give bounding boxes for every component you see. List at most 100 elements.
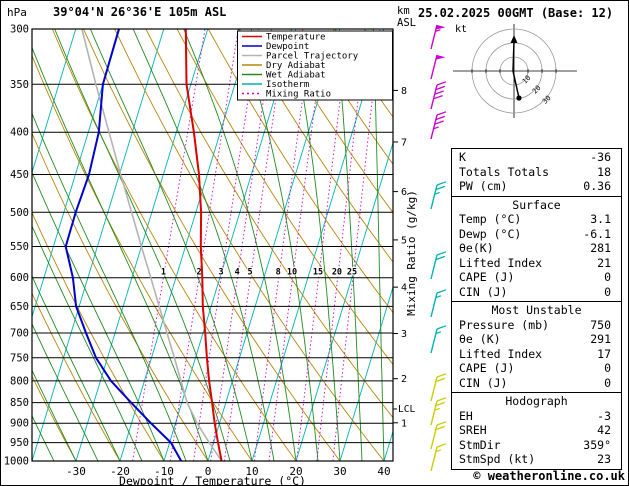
wind-barb bbox=[430, 373, 447, 402]
svg-text:30: 30 bbox=[541, 94, 553, 106]
stat-label: Totals Totals bbox=[459, 164, 550, 179]
dewpoint-line bbox=[64, 29, 183, 461]
svg-text:1: 1 bbox=[161, 268, 166, 278]
svg-text:-20: -20 bbox=[110, 465, 130, 478]
svg-text:8: 8 bbox=[276, 268, 281, 278]
svg-text:8: 8 bbox=[401, 86, 407, 97]
svg-text:650: 650 bbox=[10, 301, 29, 313]
stat-row-pw: PW (cm) 0.36 bbox=[452, 179, 621, 194]
mixing-ratio-labels: 1 2 3 4 5 8 10 15 20 25 bbox=[160, 267, 358, 279]
stat-value: 0 bbox=[604, 284, 611, 299]
stat-value: 3.1 bbox=[590, 212, 611, 226]
stat-row-stmspd: StmSpd (kt) 23 bbox=[452, 452, 621, 467]
svg-text:20: 20 bbox=[332, 268, 342, 278]
svg-text:-30: -30 bbox=[66, 465, 86, 478]
wind-barb bbox=[430, 325, 447, 354]
stat-label: SREH bbox=[459, 423, 487, 437]
stat-row-mu-thetae: θe (K) 291 bbox=[452, 332, 621, 347]
svg-text:400: 400 bbox=[10, 127, 29, 139]
svg-text:550: 550 bbox=[10, 241, 29, 253]
svg-text:1000: 1000 bbox=[4, 456, 29, 468]
hodograph-table: Hodograph EH -3 SREH 42 StmDir 359° StmS… bbox=[451, 392, 622, 470]
svg-text:30: 30 bbox=[333, 465, 346, 478]
stat-value: 359° bbox=[583, 437, 611, 452]
svg-text:LCL: LCL bbox=[398, 404, 415, 415]
indices-table: K -36 Totals Totals 18 PW (cm) 0.36 bbox=[451, 148, 622, 197]
stat-value: 0.36 bbox=[583, 179, 611, 193]
svg-text:6: 6 bbox=[401, 187, 407, 198]
stat-row-mu-li: Lifted Index 17 bbox=[452, 347, 621, 362]
svg-text:Parcel Trajectory: Parcel Trajectory bbox=[266, 52, 359, 62]
svg-text:4: 4 bbox=[401, 283, 407, 294]
mixing-ratio-axis-label: Mixing Ratio (g/kg) bbox=[405, 190, 418, 316]
svg-text:km: km bbox=[397, 5, 410, 17]
svg-text:Dewpoint / Temperature (°C): Dewpoint / Temperature (°C) bbox=[119, 474, 306, 486]
stat-row-totals: Totals Totals 18 bbox=[452, 165, 621, 180]
stat-row-sfc-thetae: θe(K) 281 bbox=[452, 241, 621, 256]
stat-value: 0 bbox=[604, 375, 611, 390]
stat-row-k: K -36 bbox=[452, 150, 621, 165]
parcel-line bbox=[81, 29, 223, 461]
stat-row-eh: EH -3 bbox=[452, 409, 621, 424]
svg-text:20: 20 bbox=[531, 84, 543, 96]
svg-text:3: 3 bbox=[218, 268, 223, 278]
stat-value: 291 bbox=[590, 332, 611, 346]
x-axis: -30 -20 -10 0 10 20 30 40 Dewpoint / Temperature… bbox=[66, 465, 391, 486]
wind-barb bbox=[430, 289, 447, 318]
wind-barb bbox=[430, 443, 447, 472]
hodo-storm-dot bbox=[516, 95, 522, 101]
svg-text:300: 300 bbox=[10, 24, 29, 36]
svg-text:0: 0 bbox=[205, 465, 212, 478]
hodograph-title: Hodograph bbox=[505, 394, 568, 408]
svg-text:900: 900 bbox=[10, 418, 29, 430]
most-unstable-table: Most Unstable Pressure (mb) 750 θe (K) 2… bbox=[451, 301, 622, 393]
stat-label: Dewp (°C) bbox=[459, 226, 522, 241]
copyright: © weatheronline.co.uk bbox=[473, 469, 625, 483]
svg-text:ASL: ASL bbox=[397, 17, 416, 29]
svg-text:10: 10 bbox=[287, 268, 297, 278]
svg-text:450: 450 bbox=[10, 169, 29, 181]
stat-label: StmDir bbox=[459, 437, 501, 452]
stat-row-mu-cape: CAPE (J) 0 bbox=[452, 361, 621, 376]
svg-text:2: 2 bbox=[401, 374, 407, 385]
stat-row-sfc-cape: CAPE (J) 0 bbox=[452, 270, 621, 285]
wind-barb bbox=[430, 81, 447, 110]
svg-text:Temperature: Temperature bbox=[266, 33, 326, 43]
wind-barbs bbox=[430, 24, 447, 472]
stat-label: K bbox=[459, 150, 466, 164]
svg-text:7: 7 bbox=[401, 137, 407, 148]
svg-text:Mixing Ratio: Mixing Ratio bbox=[266, 90, 331, 100]
surface-table: Surface Temp (°C) 3.1 Dewp (°C) -6.1 θe(… bbox=[451, 195, 622, 302]
svg-text:20: 20 bbox=[289, 465, 302, 478]
stat-label: EH bbox=[459, 408, 473, 423]
stat-row-mu-cin: CIN (J) 0 bbox=[452, 376, 621, 391]
svg-text:Wet Adiabat: Wet Adiabat bbox=[266, 71, 326, 81]
svg-text:hPa: hPa bbox=[7, 6, 27, 19]
svg-text:10: 10 bbox=[521, 74, 533, 86]
svg-text:1: 1 bbox=[401, 418, 407, 429]
hodo-unit-label: kt bbox=[455, 24, 467, 35]
hodo-arrow bbox=[510, 35, 518, 43]
stat-row-stmdir: StmDir 359° bbox=[452, 438, 621, 453]
stat-value: 750 bbox=[590, 317, 611, 332]
stat-row-sfc-cin: CIN (J) 0 bbox=[452, 285, 621, 300]
hodo-trace bbox=[512, 40, 520, 99]
km-axis: 8 7 6 5 4 3 2 1 LCL bbox=[393, 86, 415, 429]
stat-label: PW (cm) bbox=[459, 179, 508, 193]
stat-label: StmSpd (kt) bbox=[459, 452, 536, 466]
stat-value: 0 bbox=[604, 270, 611, 284]
wind-barb bbox=[430, 251, 447, 280]
stats-panel: K -36 Totals Totals 18 PW (cm) 0.36 Surf… bbox=[451, 148, 622, 470]
stat-row-sfc-li: Lifted Index 21 bbox=[452, 256, 621, 271]
wind-barb bbox=[430, 397, 447, 426]
svg-text:350: 350 bbox=[10, 79, 29, 91]
stat-value: -3 bbox=[597, 408, 611, 423]
stat-label: CIN (J) bbox=[459, 375, 508, 390]
svg-text:Isotherm: Isotherm bbox=[266, 80, 309, 90]
stat-value: 21 bbox=[597, 255, 611, 270]
stat-label: Pressure (mb) bbox=[459, 317, 550, 332]
svg-text:Dewpoint: Dewpoint bbox=[266, 42, 309, 52]
